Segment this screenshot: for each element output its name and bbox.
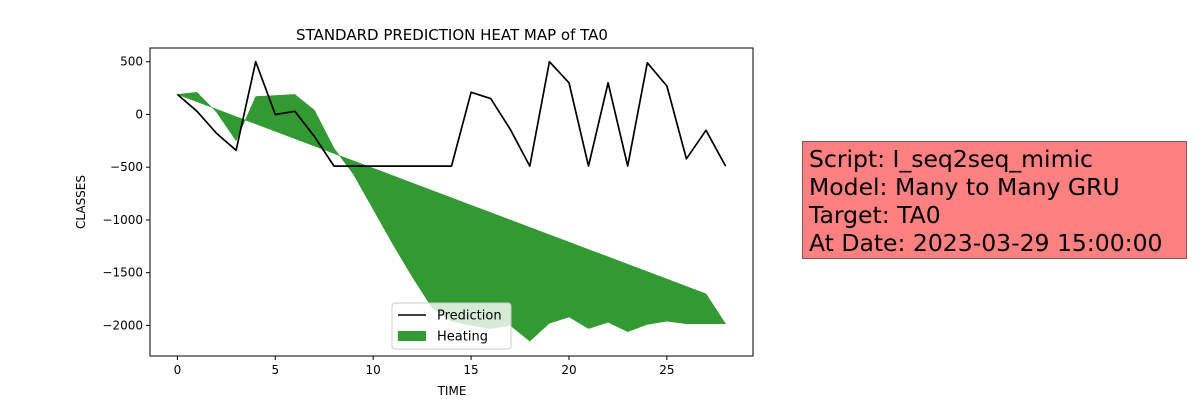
info-model: Model: Many to Many GRU <box>809 173 1120 201</box>
y-tick-label: −2000 <box>102 318 143 332</box>
y-tick-label: −1000 <box>102 213 143 227</box>
y-tick-label: −500 <box>110 160 143 174</box>
prediction-line-layer <box>176 60 727 167</box>
heating-area <box>177 92 727 342</box>
legend-heating-swatch <box>398 331 426 341</box>
legend: Prediction Heating <box>391 302 512 350</box>
info-box: Script: I_seq2seq_mimic Model: Many to M… <box>802 141 1187 259</box>
axes-border <box>149 47 754 357</box>
x-tick-label: 20 <box>561 363 576 377</box>
prediction-line <box>176 60 727 167</box>
x-tick-label: 15 <box>463 363 478 377</box>
y-axis-label: CLASSES <box>74 175 88 229</box>
info-date: At Date: 2023-03-29 15:00:00 <box>809 229 1163 257</box>
x-tick-label: 5 <box>271 363 279 377</box>
x-axis-ticks: 0 5 10 15 20 25 <box>174 356 674 377</box>
info-target: Target: TA0 <box>809 201 941 229</box>
x-tick-label: 10 <box>366 363 381 377</box>
y-tick-label: 0 <box>135 107 143 121</box>
chart-title: STANDARD PREDICTION HEAT MAP of TA0 <box>296 26 608 44</box>
legend-heating-label: Heating <box>437 330 488 345</box>
chart: 0 5 10 15 20 25 500 0 −500 −1000 −1500 −2000 STAND… <box>74 26 754 398</box>
heating-area-layer <box>177 92 727 342</box>
info-script: Script: I_seq2seq_mimic <box>809 145 1093 173</box>
y-tick-label: −1500 <box>102 266 143 280</box>
x-tick-label: 0 <box>174 363 182 377</box>
x-tick-label: 25 <box>659 363 674 377</box>
legend-prediction-label: Prediction <box>437 309 502 324</box>
axes-frame <box>149 47 754 357</box>
y-axis-ticks: 500 0 −500 −1000 −1500 −2000 <box>102 55 150 332</box>
x-axis-label: TIME <box>437 384 467 398</box>
y-tick-label: 500 <box>120 55 143 69</box>
